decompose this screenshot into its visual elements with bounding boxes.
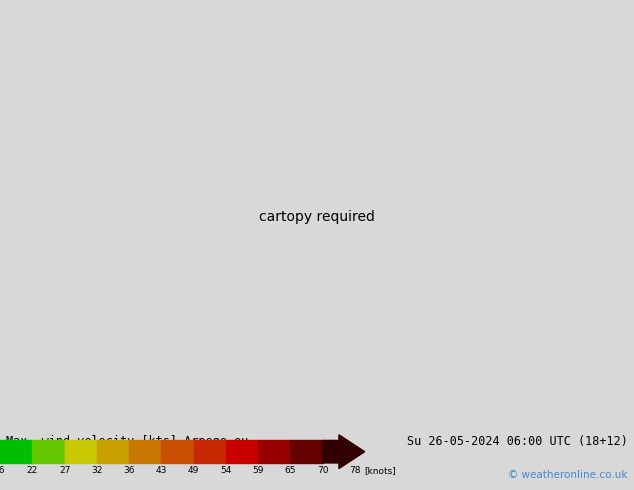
Bar	[290, 441, 323, 463]
Text: 59: 59	[252, 466, 264, 475]
Bar	[97, 441, 129, 463]
FancyArrow shape	[323, 435, 365, 468]
Text: 16: 16	[0, 466, 6, 475]
Text: 49: 49	[188, 466, 199, 475]
Text: cartopy required: cartopy required	[259, 210, 375, 224]
Bar	[193, 441, 226, 463]
Bar	[0, 441, 32, 463]
Bar	[226, 441, 258, 463]
Text: 43: 43	[156, 466, 167, 475]
Bar	[32, 441, 65, 463]
Bar	[65, 441, 97, 463]
Text: © weatheronline.co.uk: © weatheronline.co.uk	[508, 470, 628, 480]
Text: 70: 70	[317, 466, 328, 475]
Bar	[162, 441, 193, 463]
Bar	[258, 441, 290, 463]
Text: 22: 22	[27, 466, 38, 475]
Text: 78: 78	[349, 466, 361, 475]
Text: 32: 32	[91, 466, 103, 475]
Text: [knots]: [knots]	[365, 466, 396, 475]
Text: 54: 54	[220, 466, 231, 475]
Bar	[129, 441, 162, 463]
Text: Su 26-05-2024 06:00 UTC (18+12): Su 26-05-2024 06:00 UTC (18+12)	[407, 435, 628, 448]
Text: 36: 36	[124, 466, 135, 475]
Text: Max. wind velocity [kts] Arpege-eu: Max. wind velocity [kts] Arpege-eu	[6, 435, 249, 448]
Text: 65: 65	[285, 466, 296, 475]
Text: 27: 27	[59, 466, 70, 475]
